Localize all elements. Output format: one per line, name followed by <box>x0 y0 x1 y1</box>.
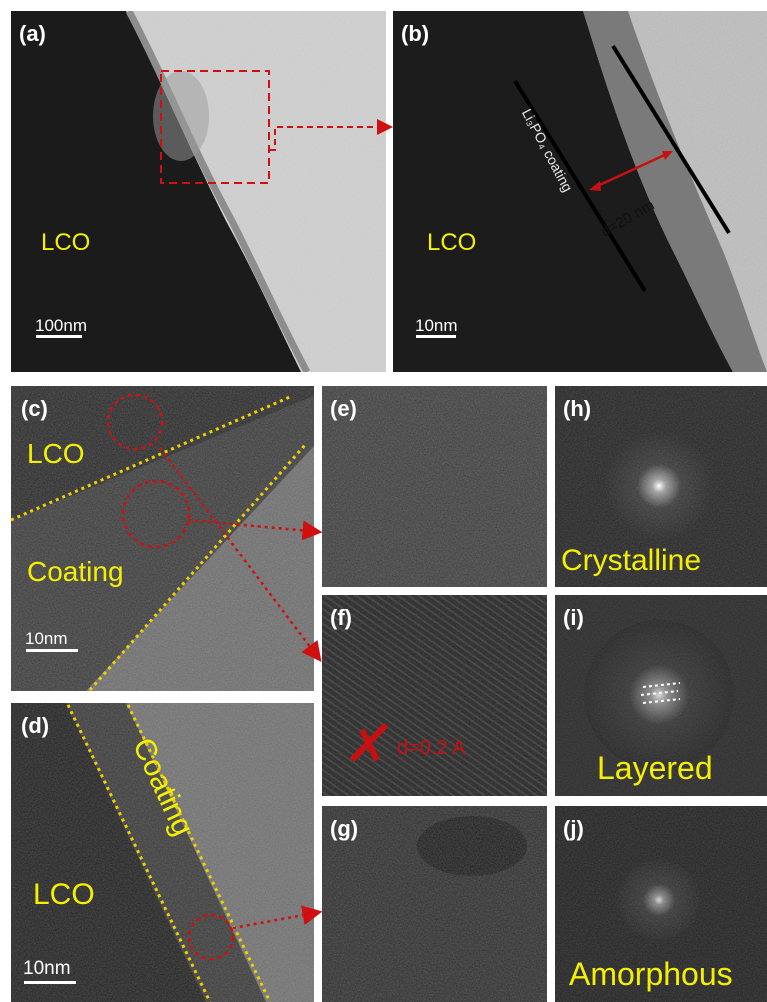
panel-h-caption: Crystalline <box>561 544 702 577</box>
panel-b-tem-image: (b) LCO Li₃PO₄ coating d=20 nm 10nm <box>393 11 767 372</box>
panel-c-hrtem-image: (c) LCO Coating 10nm <box>11 386 314 691</box>
panel-i-caption: Layered <box>597 750 713 786</box>
panel-j-label: (j) <box>563 816 584 841</box>
panel-c-material-label: LCO <box>27 438 85 469</box>
panel-g-label: (g) <box>330 816 359 841</box>
panel-e-zoom-image: (e) <box>322 386 547 587</box>
panel-c-region-label: Coating <box>27 556 124 587</box>
panel-a-tem-image: (a) LCO 100nm <box>11 11 386 372</box>
panel-i-label: (i) <box>563 605 584 630</box>
panel-j-caption: Amorphous <box>569 956 733 992</box>
panel-j-fft-image: (j) Amorphous <box>555 806 767 1002</box>
panel-e-label: (e) <box>330 396 357 421</box>
panel-c-scalebar <box>26 649 78 652</box>
panel-f-label: (f) <box>330 605 352 630</box>
panel-i-fft-image: (i) Layered <box>555 595 767 796</box>
panel-g-zoom-image: (g) <box>322 806 547 1002</box>
panel-d-scalebar-label: 10nm <box>23 958 71 979</box>
panel-b-material-label: LCO <box>427 229 477 256</box>
panel-f-spacing-label: d=0.2 A <box>397 737 466 759</box>
panel-f-zoom-image: (f) d=0.2 A <box>322 595 547 796</box>
panel-b-scalebar-label: 10nm <box>415 316 458 335</box>
panel-h-label: (h) <box>563 396 592 421</box>
panel-c-label: (c) <box>21 396 48 421</box>
panel-h-fft-image: (h) Crystalline <box>555 386 767 587</box>
panel-b-scalebar <box>416 335 456 338</box>
panel-d-scalebar <box>24 981 76 984</box>
panel-a-label: (a) <box>19 21 46 46</box>
panel-c-scalebar-label: 10nm <box>25 629 68 648</box>
panel-a-scalebar-label: 100nm <box>35 316 87 335</box>
panel-a-material-label: LCO <box>41 229 91 256</box>
panel-d-label: (d) <box>21 713 50 738</box>
panel-a-scalebar <box>36 335 82 338</box>
panel-d-material-label: LCO <box>33 878 95 911</box>
panel-d-hrtem-image: (d) LCO Coating 10nm <box>11 703 314 1002</box>
panel-b-label: (b) <box>401 21 430 46</box>
